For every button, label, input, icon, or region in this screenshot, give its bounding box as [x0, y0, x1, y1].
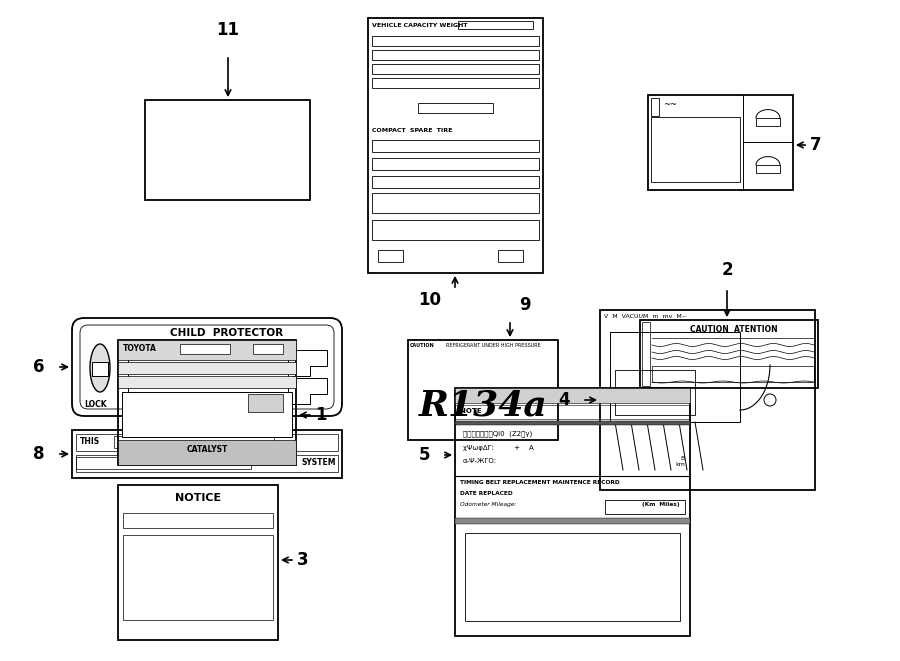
Bar: [408, 340, 558, 440]
Text: VEHICLE CAPACITY WEIGHT: VEHICLE CAPACITY WEIGHT: [372, 23, 467, 28]
Bar: [605, 500, 685, 514]
Bar: [118, 485, 278, 640]
Bar: [372, 36, 539, 46]
Text: 10: 10: [418, 291, 442, 309]
Bar: [118, 440, 296, 465]
Bar: [122, 392, 292, 437]
Bar: [651, 117, 740, 182]
Text: χΨωφΔΓ:         +    A: χΨωφΔΓ: + A: [463, 445, 534, 451]
Text: NOTICE: NOTICE: [175, 493, 221, 503]
Bar: [648, 95, 793, 190]
Bar: [253, 344, 283, 354]
Bar: [498, 250, 523, 262]
Bar: [615, 370, 695, 415]
Bar: [651, 98, 659, 116]
Text: TIMING BELT REPLACEMENT MAINTENCE RECORD: TIMING BELT REPLACEMENT MAINTENCE RECORD: [460, 480, 619, 485]
Bar: [118, 340, 296, 360]
Text: REFRIGERANT UNDER HIGH PRESSURE: REFRIGERANT UNDER HIGH PRESSURE: [446, 343, 541, 348]
Bar: [372, 158, 539, 170]
Text: Odometer Mileage:: Odometer Mileage:: [460, 502, 517, 507]
Bar: [372, 64, 539, 74]
Text: CATALYST: CATALYST: [186, 446, 228, 455]
Bar: [118, 376, 296, 388]
Bar: [465, 533, 680, 621]
Text: 3: 3: [297, 551, 309, 569]
Text: ~~: ~~: [663, 100, 677, 109]
Bar: [372, 78, 539, 88]
Bar: [123, 535, 273, 620]
Bar: [76, 455, 338, 472]
Bar: [378, 250, 403, 262]
Bar: [756, 165, 780, 173]
Text: TOYOTA: TOYOTA: [123, 344, 157, 353]
Text: 4: 4: [558, 391, 570, 409]
Bar: [600, 310, 815, 490]
Bar: [418, 103, 493, 113]
Bar: [368, 18, 543, 273]
Bar: [372, 193, 539, 213]
Bar: [248, 394, 283, 412]
Bar: [642, 322, 650, 386]
Text: CAUTION  ATENTION: CAUTION ATENTION: [690, 325, 778, 334]
Bar: [610, 332, 740, 422]
Text: B
km: B km: [675, 456, 685, 467]
Bar: [372, 220, 539, 240]
Text: DATE REPLACED: DATE REPLACED: [460, 491, 513, 496]
Bar: [118, 362, 296, 374]
Text: CAUTION: CAUTION: [410, 343, 435, 348]
Bar: [455, 405, 690, 419]
Bar: [652, 366, 814, 382]
Bar: [756, 118, 780, 126]
Bar: [372, 50, 539, 60]
Ellipse shape: [90, 344, 110, 392]
Bar: [92, 362, 108, 376]
Text: NOTE  |: NOTE |: [460, 408, 489, 415]
Text: V  M  VACUUM  m  mv  M~: V M VACUUM m mv M~: [604, 314, 687, 319]
Bar: [455, 518, 690, 524]
Bar: [455, 421, 690, 425]
Text: SYSTEM: SYSTEM: [302, 458, 336, 467]
Bar: [123, 513, 273, 528]
Bar: [76, 434, 338, 451]
Text: 7: 7: [810, 136, 822, 154]
Text: THIS: THIS: [80, 437, 100, 446]
Text: 1: 1: [315, 406, 327, 424]
Text: α-Ψ-ЖΓΟ:: α-Ψ-ЖΓΟ:: [463, 458, 497, 464]
Text: LOCK: LOCK: [84, 400, 106, 409]
Bar: [114, 436, 274, 448]
Text: 6: 6: [33, 358, 45, 376]
Bar: [372, 176, 539, 188]
Text: (Km  Miles): (Km Miles): [643, 502, 680, 507]
Text: 8: 8: [33, 445, 45, 463]
Bar: [118, 340, 296, 465]
Text: タイミングベルQl0  (Z2乙γ): タイミングベルQl0 (Z2乙γ): [463, 430, 532, 437]
Bar: [640, 320, 818, 388]
Bar: [458, 21, 533, 29]
Bar: [455, 388, 690, 636]
Text: 2: 2: [721, 261, 733, 279]
Text: 11: 11: [217, 21, 239, 39]
Bar: [372, 140, 539, 152]
Text: COMPACT  SPARE  TIRE: COMPACT SPARE TIRE: [372, 128, 453, 133]
Bar: [72, 430, 342, 478]
Bar: [455, 388, 690, 403]
Bar: [180, 344, 230, 354]
Text: 5: 5: [418, 446, 430, 464]
Bar: [76, 457, 251, 469]
Bar: [145, 100, 310, 200]
Text: CHILD  PROTECTOR: CHILD PROTECTOR: [170, 328, 284, 338]
Text: R134a: R134a: [418, 388, 547, 422]
Bar: [128, 346, 288, 401]
Text: 9: 9: [519, 296, 531, 314]
